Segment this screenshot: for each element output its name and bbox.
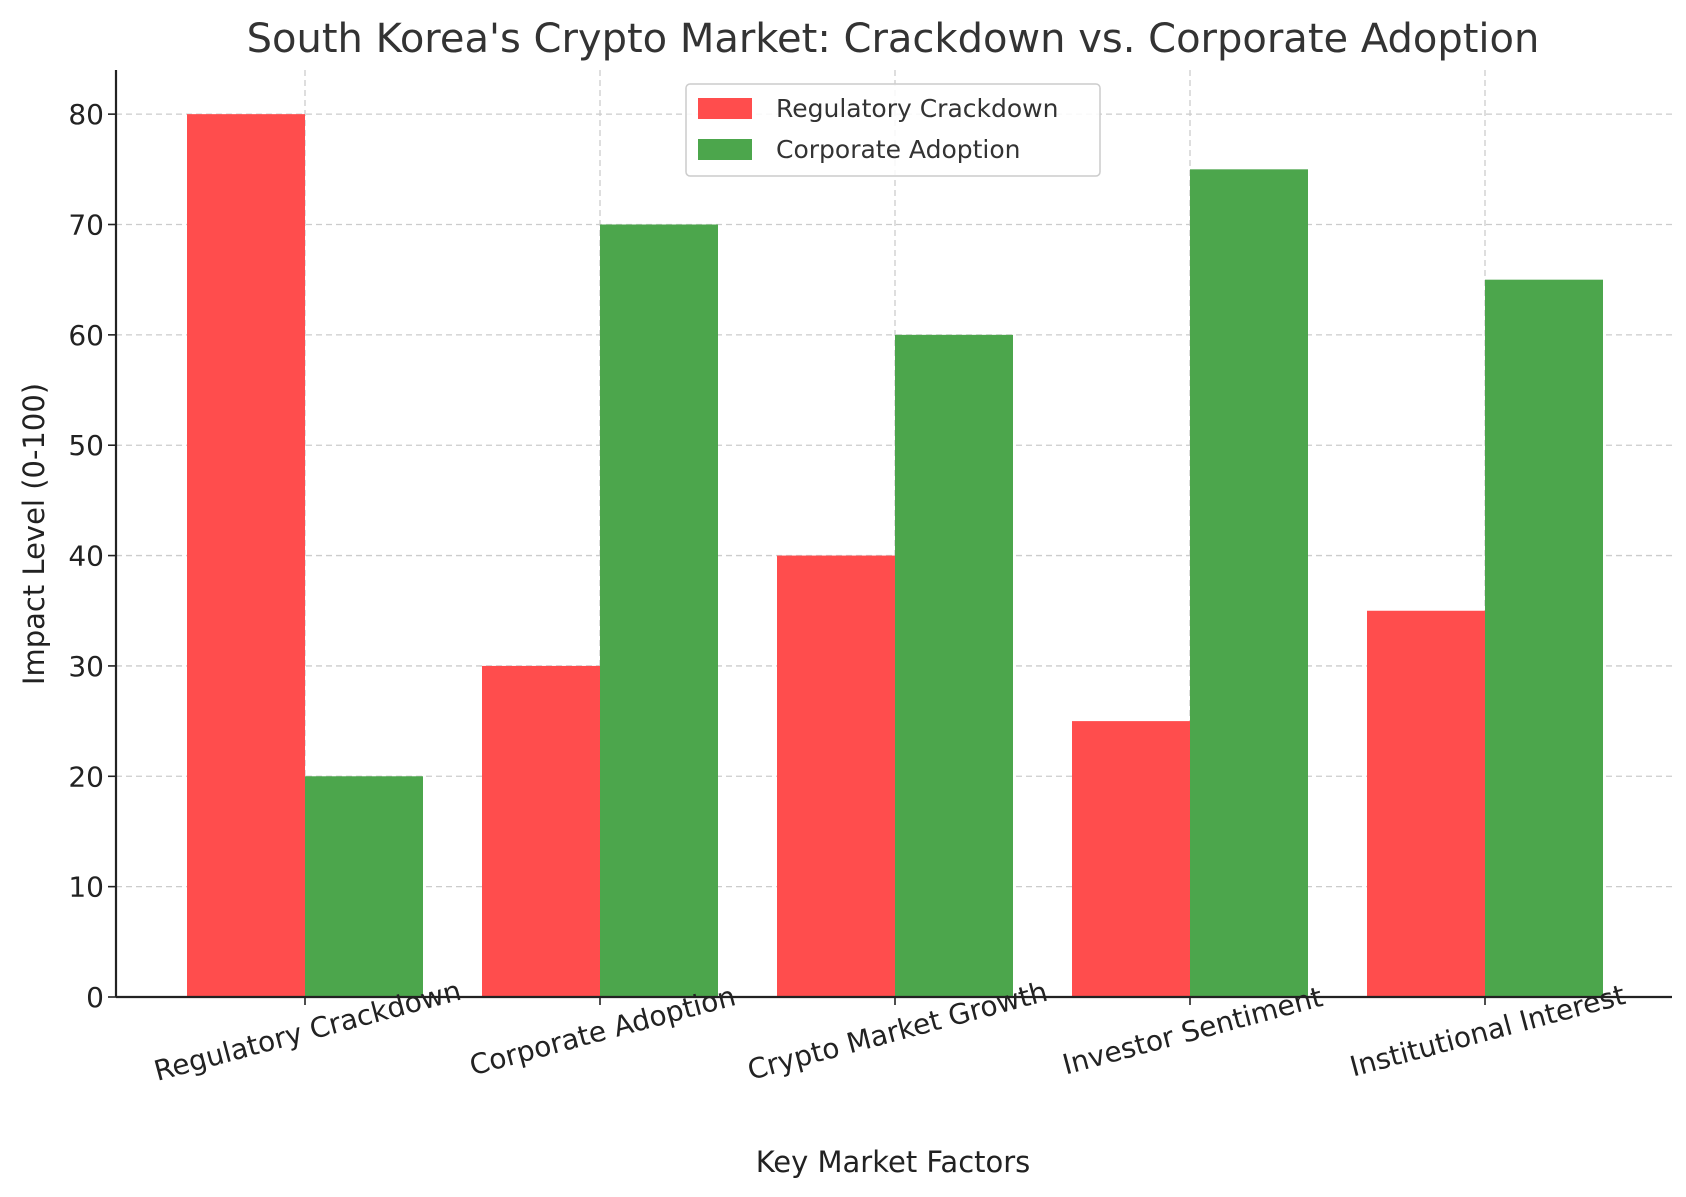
legend-label-regulatory-crackdown: Regulatory Crackdown: [776, 94, 1058, 123]
legend-swatch-regulatory-crackdown: [698, 98, 752, 119]
bar-corporate-adoption-investor-sentiment: [1190, 169, 1308, 998]
y-tick-label-60: 60: [68, 319, 104, 352]
y-tick-label-0: 0: [86, 981, 104, 1014]
y-tick-label-20: 20: [68, 760, 104, 793]
y-tick-label-30: 30: [68, 650, 104, 683]
bar-regulatory-crackdown-institutional-interest: [1367, 610, 1485, 997]
bar-corporate-adoption-institutional-interest: [1485, 279, 1603, 997]
bar-corporate-adoption-corporate-adoption: [600, 224, 718, 997]
legend: Regulatory Crackdown Corporate Adoption: [685, 83, 1101, 177]
bar-corporate-adoption-crypto-market-growth: [895, 334, 1013, 997]
bar-regulatory-crackdown-crypto-market-growth: [777, 555, 895, 997]
bar-regulatory-crackdown-regulatory-crackdown: [187, 114, 305, 997]
bar-regulatory-crackdown-investor-sentiment: [1072, 721, 1190, 997]
bars: [187, 114, 1603, 998]
y-tick-label-10: 10: [68, 871, 104, 904]
bar-corporate-adoption-regulatory-crackdown: [305, 776, 423, 997]
chart-title: South Korea's Crypto Market: Crackdown v…: [247, 16, 1540, 62]
y-tick-label-40: 40: [68, 540, 104, 573]
bar-regulatory-crackdown-corporate-adoption: [482, 665, 600, 997]
y-ticks: 0 10 20 30 40 50 60 70 80: [68, 98, 116, 1014]
y-tick-label-50: 50: [68, 429, 104, 462]
y-tick-label-80: 80: [68, 98, 104, 131]
x-axis-label: Key Market Factors: [756, 1145, 1031, 1179]
legend-frame: [685, 83, 1101, 177]
legend-label-corporate-adoption: Corporate Adoption: [776, 135, 1021, 164]
y-axis-label: Impact Level (0-100): [17, 383, 51, 685]
legend-swatch-corporate-adoption: [698, 139, 752, 160]
y-tick-label-70: 70: [68, 209, 104, 242]
